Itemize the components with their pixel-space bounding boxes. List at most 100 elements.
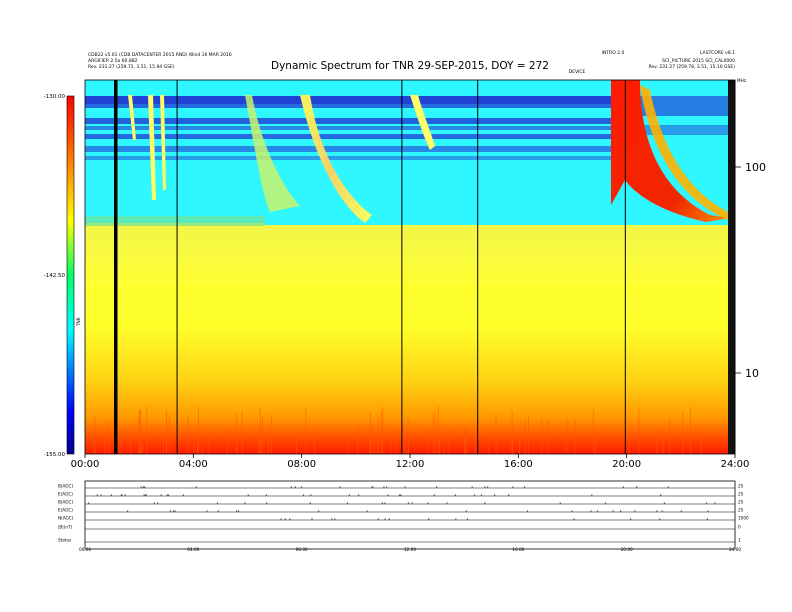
header-mid-label1: INTRO 2.0 bbox=[602, 50, 625, 56]
bottom-sample-87 bbox=[526, 510, 529, 512]
bottom-sample-102 bbox=[387, 494, 389, 496]
spike-87 bbox=[592, 409, 594, 454]
spike-16 bbox=[198, 406, 199, 454]
bottom-panel-label-4: N(AGC) bbox=[58, 516, 74, 521]
spike-49 bbox=[465, 427, 466, 454]
blue-band-right bbox=[640, 96, 728, 116]
bottom-sample-90 bbox=[124, 494, 126, 496]
spike-0 bbox=[402, 423, 404, 454]
spike-81 bbox=[166, 410, 167, 454]
bottom-x-label-2: 08:00 bbox=[296, 547, 308, 552]
bottom-panel-label-5: |B|(nT) bbox=[58, 525, 73, 530]
bottom-sample-12 bbox=[705, 502, 708, 504]
x-axis-ticks: 00:00 04:00 08:00 12:00 16:00 20:00 24:00 bbox=[71, 454, 749, 470]
spike-7 bbox=[408, 436, 410, 454]
bottom-sample-66 bbox=[386, 486, 388, 488]
spike-83 bbox=[669, 418, 671, 454]
spike-63 bbox=[236, 434, 238, 454]
bottom-panel-frame bbox=[84, 480, 736, 550]
spike-2 bbox=[372, 425, 374, 454]
bottom-panel-right-tick-2: 25 bbox=[738, 500, 744, 505]
header-right-line2: SCI_PICTURE 2015 SCI_CAL0000 bbox=[662, 58, 735, 64]
spike-26 bbox=[176, 437, 177, 454]
spike-75 bbox=[142, 443, 143, 454]
spike-77 bbox=[107, 422, 109, 454]
bottom-sample-67 bbox=[399, 494, 401, 496]
colorbar-mid-label: -142.50 bbox=[44, 273, 66, 279]
spike-74 bbox=[138, 410, 140, 454]
bottom-x-label-1: 04:00 bbox=[187, 547, 199, 552]
colorbar bbox=[66, 95, 75, 455]
bottom-sample-19 bbox=[309, 502, 311, 504]
bottom-sample-2 bbox=[508, 494, 510, 496]
bottom-sample-10 bbox=[216, 502, 219, 504]
green-transition bbox=[85, 216, 265, 226]
spike-56 bbox=[197, 444, 198, 454]
spike-3 bbox=[139, 410, 141, 454]
spike-36 bbox=[262, 415, 263, 454]
spike-41 bbox=[296, 431, 298, 454]
bottom-sample-35 bbox=[236, 510, 238, 512]
bottom-sample-4 bbox=[411, 502, 413, 504]
bottom-sample-31 bbox=[636, 486, 638, 488]
spike-30 bbox=[700, 433, 702, 454]
bottom-sample-57 bbox=[573, 518, 575, 520]
spike-24 bbox=[474, 429, 476, 454]
bottom-sample-103 bbox=[591, 494, 593, 496]
bottom-sample-20 bbox=[663, 502, 665, 504]
spike-52 bbox=[104, 439, 106, 454]
bottom-sample-104 bbox=[484, 502, 486, 504]
burst-e bbox=[160, 95, 166, 190]
bottom-sample-76 bbox=[366, 510, 368, 512]
blue-band-1 bbox=[85, 104, 611, 108]
bottom-sample-81 bbox=[455, 518, 457, 520]
bottom-sample-32 bbox=[433, 494, 435, 496]
bottom-sample-21 bbox=[142, 486, 144, 488]
bottom-sample-42 bbox=[265, 494, 267, 496]
spike-11 bbox=[690, 407, 691, 454]
bottom-sample-54 bbox=[480, 494, 483, 496]
bottom-sample-86 bbox=[471, 486, 473, 488]
spike-72 bbox=[547, 420, 549, 454]
bottom-sample-73 bbox=[383, 486, 385, 488]
bottom-sample-50 bbox=[446, 502, 448, 504]
bottom-sample-52 bbox=[620, 510, 622, 512]
bottom-panel-label-0: B(AGC) bbox=[58, 484, 73, 489]
burst-c bbox=[410, 95, 435, 150]
spike-29 bbox=[524, 420, 526, 454]
spike-59 bbox=[628, 440, 630, 454]
bottom-sample-97 bbox=[153, 502, 155, 504]
bottom-sample-96 bbox=[160, 494, 162, 496]
bottom-sample-88 bbox=[96, 494, 98, 496]
right-axis-tick-10: 10 bbox=[745, 367, 759, 380]
bottom-sample-45 bbox=[596, 510, 599, 512]
right-axis-top-label: MHz bbox=[737, 78, 747, 83]
bottom-sample-101 bbox=[318, 510, 320, 512]
spike-65 bbox=[194, 446, 196, 454]
bottom-sample-13 bbox=[110, 494, 112, 496]
bottom-sample-99 bbox=[384, 502, 386, 504]
bottom-sample-71 bbox=[404, 486, 406, 488]
yellow-band bbox=[85, 285, 735, 303]
spike-6 bbox=[509, 442, 511, 454]
x-tick-label-3: 12:00 bbox=[396, 459, 425, 470]
bottom-sample-62 bbox=[120, 494, 122, 496]
spike-55 bbox=[236, 412, 238, 454]
bottom-sample-69 bbox=[454, 494, 456, 496]
bottom-x-label-4: 16:00 bbox=[512, 547, 524, 552]
bottom-sample-58 bbox=[377, 518, 379, 520]
header-right-line3: Rev. 231.27 (259.78, 3.51, 15.10 GSE) bbox=[648, 64, 735, 70]
spike-14 bbox=[357, 424, 359, 454]
spike-43 bbox=[528, 416, 529, 454]
blue-band-6 bbox=[85, 156, 611, 160]
spike-84 bbox=[382, 407, 384, 454]
spike-48 bbox=[381, 411, 382, 454]
bottom-sample-16 bbox=[284, 518, 286, 520]
bottom-sample-77 bbox=[706, 518, 708, 520]
spike-85 bbox=[656, 429, 657, 454]
spike-78 bbox=[370, 430, 372, 454]
header-right-line1: LASTCORE v8.1 bbox=[700, 50, 735, 56]
bottom-sample-61 bbox=[247, 494, 249, 496]
bottom-sample-108 bbox=[590, 510, 592, 512]
